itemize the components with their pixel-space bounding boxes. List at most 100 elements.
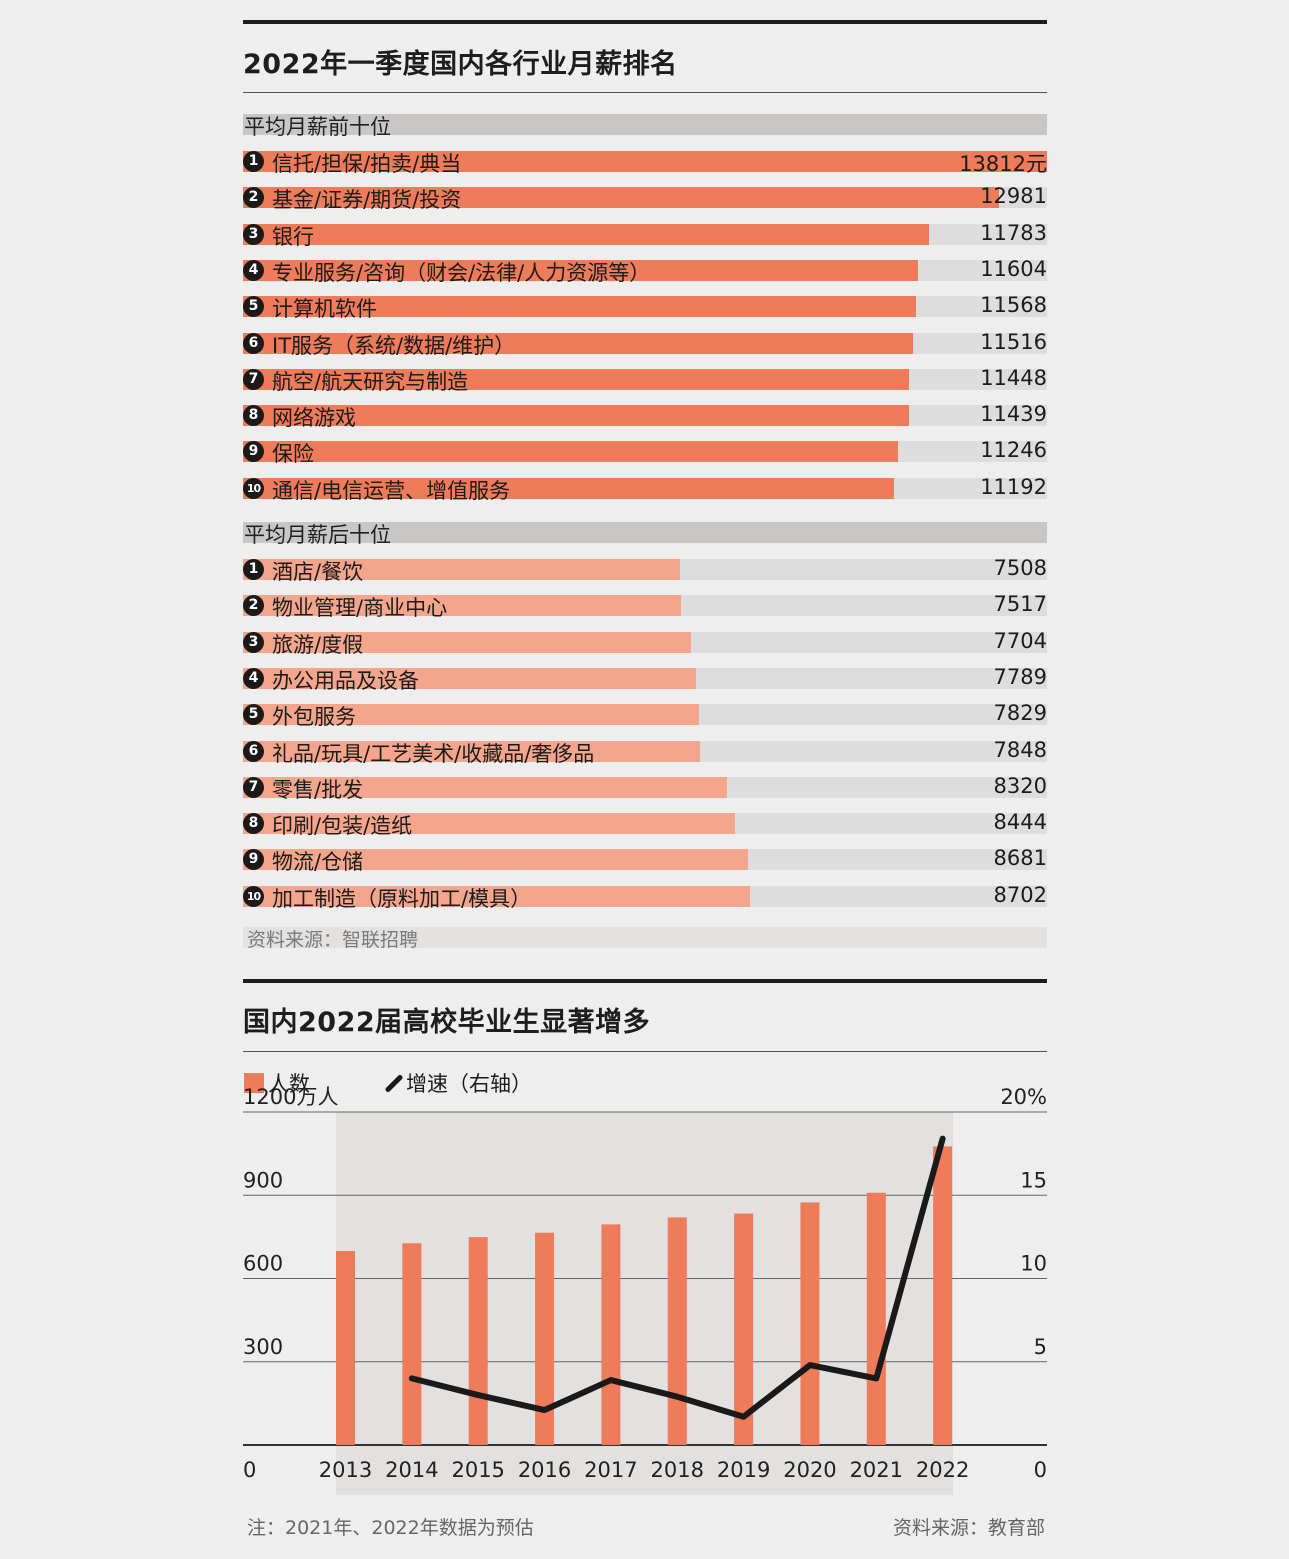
top-ten-row-bar — [243, 441, 898, 463]
x-axis-tick-label: 2018 — [651, 1458, 704, 1482]
top-ten-row: 8 网络游戏 11439 — [243, 402, 1047, 430]
top-ten-rank-badge: 9 — [243, 441, 264, 463]
bottom-ten-row: 10 加工制造（原料加工/模具） 8702 — [243, 883, 1047, 911]
bottom-ten-row-bar — [243, 631, 692, 653]
legend-bar-label: 人数 — [268, 1072, 310, 1096]
graduates-bar — [667, 1217, 687, 1445]
top-ten-row: 6 IT服务（系统/数据/维护） 11516 — [243, 329, 1047, 358]
bottom-ten-row-bar — [243, 740, 700, 762]
bottom-ten-row-bar — [243, 849, 749, 871]
bottom-chart-title: 国内2022届高校毕业生显著增多 — [243, 1007, 651, 1038]
bottom-ten-row-label: 外包服务 — [272, 705, 356, 730]
legend-bar-swatch — [244, 1073, 264, 1093]
top-ten-row-value: 11516 — [980, 329, 1047, 354]
growth-line — [408, 1135, 946, 1420]
bottom-source: 资料来源：教育部 — [892, 1517, 1045, 1539]
bottom-ten-row-bar — [243, 885, 750, 907]
top-chart-title: 2022年一季度国内各行业月薪排名 — [243, 49, 678, 80]
top-ten-row-value: 11448 — [980, 365, 1047, 390]
graduates-bar — [734, 1213, 754, 1445]
top-ten-row-bar — [243, 332, 914, 354]
x-axis-tick-label: 2016 — [518, 1458, 571, 1482]
bottom-ten-row-label: 物流/仓储 — [272, 850, 364, 875]
bottom-ten-row-label: 加工制造（原料加工/模具） — [272, 886, 532, 911]
bottom-ten-row: 7 零售/批发 8320 — [243, 773, 1047, 802]
bottom-ten-row-bar — [243, 595, 681, 617]
graduates-bar — [336, 1251, 355, 1445]
x-axis-tick-label: 2019 — [717, 1458, 770, 1482]
bottom-ten-row-value: 7508 — [993, 556, 1047, 580]
top-ten-rank-badge: 7 — [243, 368, 264, 390]
top-ten-rank-badge: 3 — [243, 223, 264, 245]
bottom-ten-row-bar — [243, 813, 735, 835]
bottom-ten-rank-badge: 6 — [243, 740, 264, 762]
top-ten-row-bar — [243, 296, 917, 318]
left-axis-tick-label: 300 — [243, 1335, 283, 1359]
top-ten-row-value: 13812元 — [959, 152, 1047, 176]
top-ten-row-label: 信托/担保/拍卖/典当 — [272, 152, 462, 176]
top-ten-row-label: 保险 — [272, 442, 314, 467]
bottom-ten-row-label: 礼品/玩具/工艺美术/收藏品/奢侈品 — [272, 741, 595, 766]
top-ten-row-label: 计算机软件 — [272, 297, 377, 322]
bottom-title-divider — [243, 1051, 1047, 1052]
left-axis-tick-label: 0 — [243, 1458, 256, 1482]
right-axis-tick-label: 10 — [1020, 1252, 1047, 1276]
x-axis-tick-label: 2015 — [451, 1458, 504, 1482]
bottom-ten-row-label: 旅游/度假 — [272, 632, 364, 657]
bottom-ten-row-value: 8320 — [993, 773, 1047, 798]
bottom-ten-rank-badge: 9 — [243, 849, 264, 871]
bottom-ten-row: 6 礼品/玩具/工艺美术/收藏品/奢侈品 7848 — [243, 738, 1047, 766]
bottom-ten-row-bar — [243, 559, 681, 580]
right-axis-tick-label: 0 — [1034, 1458, 1047, 1482]
top-ten-row-value: 11783 — [980, 220, 1047, 245]
top-ten-row-value: 11192 — [980, 474, 1047, 499]
bottom-ten-rank-badge: 2 — [243, 595, 264, 617]
bottom-ten-row-label: 办公用品及设备 — [272, 668, 419, 693]
top-chart-rule — [243, 20, 1047, 24]
top-ten-row-label: 航空/航天研究与制造 — [272, 369, 469, 394]
bottom-ten-row-label: 物业管理/商业中心 — [272, 596, 448, 621]
bottom-ten-row-bar — [243, 776, 728, 798]
top-ten-rank-badge: 4 — [243, 259, 264, 281]
bottom-ten-row-value: 8681 — [993, 846, 1047, 871]
left-axis-tick-label: 600 — [243, 1252, 283, 1276]
top-ten-row-bar — [243, 223, 929, 245]
bottom-ten-row: 3 旅游/度假 7704 — [243, 628, 1047, 657]
bottom-ten-row-value: 7704 — [993, 628, 1047, 653]
x-axis-tick-label: 2020 — [783, 1458, 836, 1482]
bottom-ten-row: 8 印刷/包装/造纸 8444 — [243, 810, 1047, 838]
bottom-ten-row-value: 8444 — [993, 810, 1047, 835]
legend-line-label: 增速（右轴） — [406, 1072, 532, 1096]
graduates-bar — [933, 1146, 953, 1445]
top-ten-row-label: 通信/电信运营、增值服务 — [272, 478, 511, 503]
bottom-ten-row: 5 外包服务 7829 — [243, 701, 1047, 729]
bottom-ten-row: 9 物流/仓储 8681 — [243, 846, 1047, 874]
bottom-ten-row-bar — [243, 667, 697, 689]
top-ten-row-label: 基金/证券/期货/投资 — [272, 188, 462, 213]
section-bottom-ten-label: 平均月薪后十位 — [244, 523, 391, 547]
bottom-ten-rank-badge: 10 — [243, 885, 264, 907]
x-axis-tick-label: 2022 — [916, 1458, 969, 1482]
graduates-bar — [468, 1237, 488, 1445]
section-top-ten-label: 平均月薪前十位 — [244, 115, 391, 139]
bottom-ten-rank-badge: 8 — [243, 813, 264, 835]
bottom-ten-rank-badge: 7 — [243, 776, 264, 798]
top-ten-row-label: 专业服务/咨询（财会/法律/人力资源等） — [272, 260, 651, 285]
top-ten-row: 1 信托/担保/拍卖/典当 13812元 — [243, 151, 1047, 176]
x-axis-tick-label: 2014 — [385, 1458, 438, 1482]
top-title-divider — [243, 92, 1047, 93]
top-ten-row-label: 网络游戏 — [272, 406, 356, 431]
right-axis-tick-label: 20% — [1000, 1085, 1047, 1109]
graduates-bar — [601, 1224, 621, 1445]
bottom-ten-row-bar — [243, 704, 699, 726]
top-ten-row: 10 通信/电信运营、增值服务 11192 — [243, 474, 1047, 503]
top-ten-row-value: 11568 — [980, 293, 1047, 318]
x-axis-tick-label: 2017 — [584, 1458, 637, 1482]
right-axis-tick-label: 15 — [1020, 1168, 1047, 1192]
graduates-bar — [866, 1192, 886, 1445]
top-ten-rank-badge: 5 — [243, 296, 264, 318]
top-ten-rank-badge: 1 — [243, 151, 264, 172]
bottom-chart-rule — [243, 979, 1047, 983]
top-ten-row: 4 专业服务/咨询（财会/法律/人力资源等） 11604 — [243, 257, 1047, 285]
